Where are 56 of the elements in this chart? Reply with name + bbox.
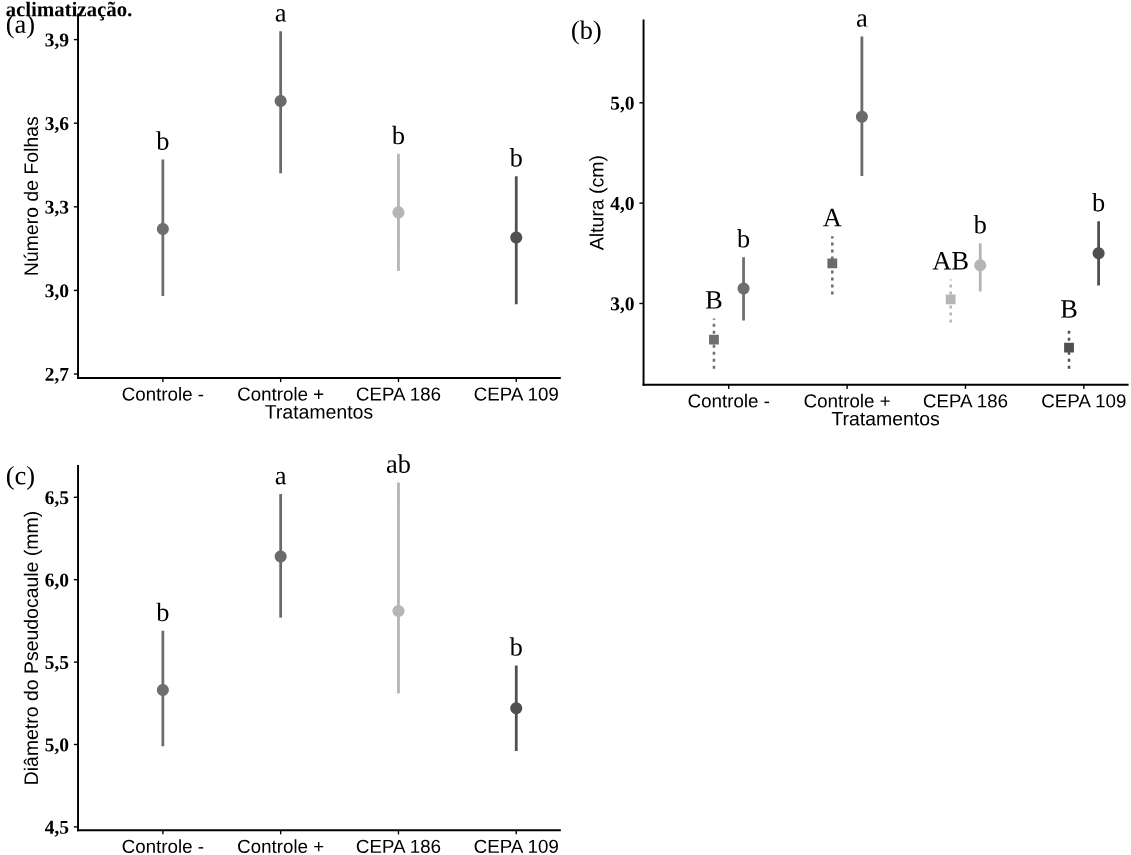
x-tick-label: Controle - xyxy=(122,839,204,854)
x-tick-label: CEPA 109 xyxy=(1042,394,1126,408)
y-tick-label: 4,0 xyxy=(610,196,634,213)
x-tick-label: CEPA 186 xyxy=(356,387,441,401)
y-tick-label: 5,0 xyxy=(45,738,69,755)
y-tick-label: 4,5 xyxy=(44,820,69,837)
data-label: b xyxy=(973,214,986,234)
data-label: B xyxy=(705,291,722,309)
point xyxy=(274,550,287,563)
y-tick-label: 2,7 xyxy=(45,367,69,384)
x-tick-label: Controle - xyxy=(688,393,770,408)
y-tick-label: 6,5 xyxy=(45,491,69,508)
data-label: AB xyxy=(932,251,968,270)
annotation: ab xyxy=(386,454,410,473)
x-tick-label: Controle + xyxy=(238,386,324,401)
x-tick-label: CEPA 186 xyxy=(923,394,1008,408)
y-axis-title: Número de Folhas xyxy=(23,116,39,275)
y-tick-label: 3,6 xyxy=(45,117,69,133)
y-tick-label: 3,3 xyxy=(45,200,69,217)
point xyxy=(510,702,523,715)
y-tick-label: 5,0 xyxy=(610,96,634,113)
y-tick-label: 3,0 xyxy=(610,297,634,314)
chart-title: (b) xyxy=(572,20,601,45)
y-tick-label: 3,0 xyxy=(45,284,69,301)
y-tick-label: 5,5 xyxy=(45,656,69,672)
y-axis-title: Diâmetro do Pseudocaule (mm) xyxy=(23,512,42,784)
x-axis-title: Tratamentos xyxy=(265,405,373,419)
point xyxy=(156,223,169,236)
x-tick-label: CEPA 186 xyxy=(356,839,441,854)
point xyxy=(274,94,287,107)
data-label: b xyxy=(1092,192,1105,212)
annotation: b xyxy=(391,125,405,145)
point xyxy=(156,684,169,697)
x-tick-label: CEPA 109 xyxy=(474,839,558,854)
data-label: B xyxy=(1060,300,1077,318)
x-tick-label: Controle - xyxy=(122,386,204,401)
y-tick-label: 3,9 xyxy=(45,33,69,50)
chart-title: (c) xyxy=(6,465,34,490)
x-axis-title: Tratamentos xyxy=(831,411,940,426)
annotation: b xyxy=(509,637,522,656)
data-label: A xyxy=(823,208,842,227)
y-axis-title: Altura (cm) xyxy=(589,156,608,251)
point xyxy=(392,604,405,618)
point xyxy=(510,231,523,244)
data-label: a xyxy=(856,14,868,27)
x-tick-label: Controle + xyxy=(804,393,890,408)
x-tick-label: Controle + xyxy=(238,839,324,854)
annotation: b xyxy=(509,148,522,167)
x-tick-label: CEPA 109 xyxy=(474,387,558,401)
y-tick-label: 6,0 xyxy=(45,573,69,590)
data-label: b xyxy=(736,229,750,248)
annotation: b xyxy=(156,131,169,150)
point xyxy=(392,206,405,219)
annotation: b xyxy=(156,602,169,622)
annotation: a xyxy=(275,9,287,22)
annotation: a xyxy=(275,471,287,485)
